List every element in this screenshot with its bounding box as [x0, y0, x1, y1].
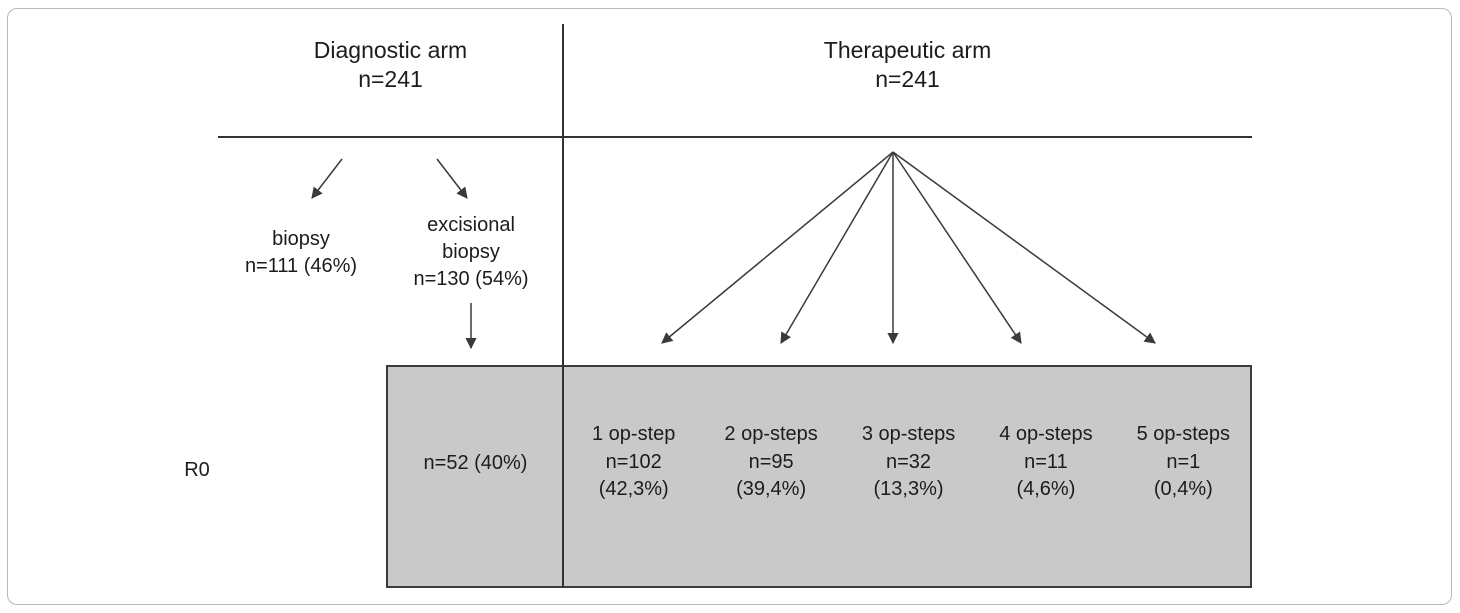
op-step-4-label: 4 op-steps	[999, 423, 1093, 445]
biopsy-n: n=111 (46%)	[244, 255, 358, 277]
op-step-column-1: 1 op-step n=102 (42,3%)	[565, 421, 702, 504]
arrow-to-1-op-step	[661, 151, 894, 344]
biopsy-label: biopsy	[272, 228, 330, 250]
op-step-5-n: n=1	[1166, 450, 1201, 473]
op-step-4-n: n=11	[1024, 450, 1068, 473]
excisional-biopsy-label-line2: biopsy	[442, 241, 500, 263]
excisional-biopsy-label-line1: excisional	[427, 214, 515, 236]
op-step-1-pct: (42,3%)	[598, 478, 669, 500]
op-step-column-5: 5 op-steps n=1 (0,4%)	[1115, 421, 1252, 504]
op-step-3-label: 3 op-steps	[861, 423, 956, 445]
diagnostic-arm-title-text: Diagnostic arm	[313, 37, 468, 63]
op-step-5-pct: (0,4%)	[1153, 478, 1213, 500]
r0-result-box	[386, 365, 1252, 588]
op-step-2-n: n=95	[748, 450, 794, 473]
excisional-biopsy-n: n=130 (54%)	[413, 268, 529, 290]
diagnostic-arm-n: n=241	[358, 66, 423, 92]
diagnostic-r0-result: n=52 (40%)	[423, 452, 528, 474]
therapeutic-arm-n: n=241	[875, 66, 940, 92]
arrow-to-4-op-steps	[892, 151, 1022, 344]
diagnostic-arm-title: Diagnostic arm n=241	[218, 36, 563, 94]
op-step-column-2: 2 op-steps n=95 (39,4%)	[702, 421, 839, 504]
arrow-to-2-op-steps	[780, 151, 894, 344]
op-step-2-label: 2 op-steps	[724, 423, 818, 445]
op-step-3-n: n=32	[885, 450, 932, 473]
excisional-biopsy-node: excisional biopsy n=130 (54%)	[381, 212, 561, 293]
op-step-column-4: 4 op-steps n=11 (4,6%)	[977, 421, 1114, 504]
op-step-1-label: 1 op-step	[592, 423, 676, 445]
op-step-2-pct: (39,4%)	[736, 478, 807, 500]
therapeutic-arm-title-text: Therapeutic arm	[823, 37, 992, 63]
arrow-to-biopsy	[311, 158, 343, 199]
op-step-4-pct: (4,6%)	[1016, 478, 1076, 500]
op-step-1-n: n=102	[605, 450, 662, 473]
op-step-column-3: 3 op-steps n=32 (13,3%)	[840, 421, 977, 504]
op-step-5-label: 5 op-steps	[1136, 423, 1231, 445]
r0-row-label: R0	[184, 459, 210, 481]
arrow-to-5-op-steps	[892, 151, 1156, 344]
op-step-3-pct: (13,3%)	[873, 478, 944, 500]
arrow-to-excisional-biopsy	[436, 158, 468, 199]
biopsy-node: biopsy n=111 (46%)	[211, 226, 391, 280]
therapeutic-arm-title: Therapeutic arm n=241	[563, 36, 1252, 94]
op-steps-row: 1 op-step n=102 (42,3%) 2 op-steps n=95 …	[565, 421, 1252, 504]
